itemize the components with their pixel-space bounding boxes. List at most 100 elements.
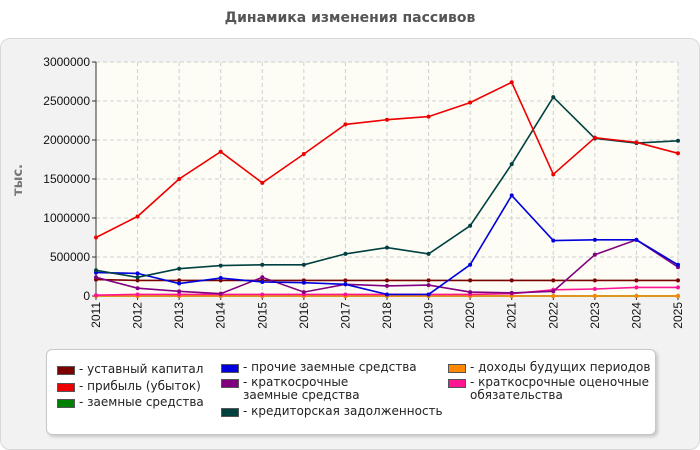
data-point bbox=[94, 293, 98, 298]
legend-label: - уставный капитал bbox=[79, 362, 204, 376]
data-point bbox=[509, 80, 514, 85]
data-point bbox=[551, 294, 556, 298]
y-tick-label: 0 bbox=[83, 289, 90, 303]
data-point bbox=[385, 283, 389, 288]
data-point bbox=[301, 290, 306, 295]
data-point bbox=[135, 271, 140, 276]
data-point bbox=[135, 214, 140, 219]
data-point bbox=[551, 278, 556, 283]
data-point bbox=[260, 279, 265, 284]
x-tick-label: 2020 bbox=[463, 302, 477, 329]
data-point bbox=[343, 122, 348, 127]
data-point bbox=[592, 278, 597, 283]
legend-label: - краткосрочные оценочные обязательства bbox=[470, 375, 649, 402]
legend-item-profit: - прибыль (убыток) bbox=[57, 380, 201, 393]
data-point bbox=[94, 275, 98, 280]
legend-item-accounts-payable: - кредиторская задолженность bbox=[221, 405, 443, 418]
legend-swatch bbox=[57, 366, 75, 375]
data-point bbox=[135, 292, 140, 297]
x-tick-label: 2015 bbox=[255, 302, 269, 329]
data-point bbox=[551, 238, 556, 243]
data-point bbox=[343, 292, 348, 297]
x-tick-label: 2021 bbox=[505, 302, 519, 329]
x-tick-label: 2013 bbox=[172, 302, 186, 329]
legend-item-borrowed-funds: - заемные средства bbox=[57, 396, 204, 409]
x-tick-label: 2014 bbox=[214, 302, 228, 329]
y-axis-label: тыс. bbox=[11, 164, 26, 196]
data-point bbox=[177, 281, 182, 286]
data-point bbox=[634, 294, 639, 298]
data-point bbox=[676, 294, 680, 298]
data-point bbox=[426, 251, 431, 256]
data-point bbox=[385, 278, 389, 283]
legend-label: - кредиторская задолженность bbox=[243, 404, 443, 418]
data-point bbox=[218, 263, 223, 268]
legend-item-short-term-estimated: - краткосрочные оценочные обязательства bbox=[448, 376, 653, 402]
legend-item-other-borrowed: - прочие заемные средства bbox=[221, 361, 417, 374]
data-point bbox=[177, 278, 182, 283]
data-point bbox=[260, 180, 265, 185]
legend-swatch bbox=[57, 383, 75, 392]
data-point bbox=[385, 292, 389, 297]
data-point bbox=[260, 292, 265, 297]
data-point bbox=[301, 262, 306, 267]
data-point bbox=[634, 285, 639, 290]
legend-item-short-term-borrowed: - краткосрочные заемные средства bbox=[221, 376, 421, 402]
data-point bbox=[94, 235, 98, 240]
chart-legend: - уставный капитал - прибыль (убыток) - … bbox=[46, 349, 656, 435]
legend-swatch bbox=[448, 364, 466, 373]
y-tick-label: 1500000 bbox=[43, 172, 90, 186]
legend-swatch bbox=[57, 399, 75, 408]
data-point bbox=[301, 280, 306, 285]
data-point bbox=[177, 292, 182, 297]
data-point bbox=[177, 289, 182, 294]
y-tick-label: 500000 bbox=[50, 250, 90, 264]
data-point bbox=[592, 135, 597, 140]
data-point bbox=[135, 286, 140, 291]
data-point bbox=[551, 172, 556, 177]
legend-swatch bbox=[221, 364, 239, 373]
x-tick-label: 2016 bbox=[297, 302, 311, 329]
legend-label: - краткосрочные заемные средства bbox=[243, 375, 360, 402]
data-point bbox=[509, 290, 514, 295]
legend-label: - прочие заемные средства bbox=[243, 360, 417, 374]
x-tick-label: 2018 bbox=[380, 302, 394, 329]
data-point bbox=[426, 114, 431, 119]
data-point bbox=[426, 278, 431, 283]
data-point bbox=[634, 278, 639, 283]
data-point bbox=[385, 117, 389, 122]
data-point bbox=[592, 286, 597, 291]
data-point bbox=[592, 294, 597, 298]
data-point bbox=[260, 275, 265, 280]
legend-swatch bbox=[221, 379, 239, 388]
legend-label: - прибыль (убыток) bbox=[79, 379, 201, 393]
legend-label: - заемные средства bbox=[79, 395, 204, 409]
data-point bbox=[426, 283, 431, 288]
data-point bbox=[177, 177, 182, 181]
data-point bbox=[343, 282, 348, 287]
data-point bbox=[676, 285, 680, 290]
x-tick-label: 2011 bbox=[89, 302, 103, 328]
data-point bbox=[177, 266, 182, 271]
data-point bbox=[468, 262, 473, 267]
data-point bbox=[94, 268, 98, 273]
data-point bbox=[592, 252, 597, 257]
x-tick-label: 2012 bbox=[131, 302, 145, 329]
data-point bbox=[676, 278, 680, 283]
data-point bbox=[301, 152, 306, 157]
data-point bbox=[343, 251, 348, 256]
data-point bbox=[468, 223, 473, 228]
data-point bbox=[218, 276, 223, 281]
legend-swatch bbox=[448, 379, 466, 388]
data-point bbox=[426, 292, 431, 297]
x-tick-label: 2023 bbox=[588, 302, 602, 329]
data-point bbox=[509, 162, 514, 167]
y-tick-label: 2500000 bbox=[43, 94, 90, 108]
x-tick-label: 2019 bbox=[422, 302, 436, 329]
x-tick-label: 2017 bbox=[338, 302, 352, 329]
data-point bbox=[468, 100, 473, 105]
data-point bbox=[135, 275, 140, 280]
data-point bbox=[385, 245, 389, 250]
data-point bbox=[343, 278, 348, 283]
